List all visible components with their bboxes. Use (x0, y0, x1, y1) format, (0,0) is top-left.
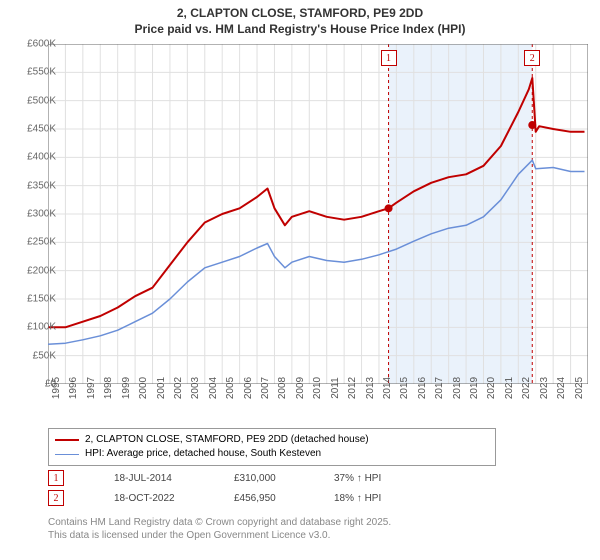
y-tick-label: £500K (27, 95, 56, 106)
x-tick-label: 1996 (68, 377, 79, 399)
transactions-table: 1 18-JUL-2014 £310,000 37% ↑ HPI 2 18-OC… (48, 468, 434, 508)
x-tick-label: 2000 (138, 377, 149, 399)
x-tick-label: 2001 (156, 377, 167, 399)
transaction-hpi: 37% ↑ HPI (334, 473, 434, 484)
x-tick-label: 2024 (556, 377, 567, 399)
chart-marker-badge: 1 (381, 50, 397, 66)
x-tick-label: 2021 (504, 377, 515, 399)
x-tick-label: 2009 (295, 377, 306, 399)
x-tick-label: 1997 (86, 377, 97, 399)
title-line2: Price paid vs. HM Land Registry's House … (0, 22, 600, 36)
x-tick-label: 2007 (260, 377, 271, 399)
x-tick-label: 2013 (365, 377, 376, 399)
transaction-price: £310,000 (234, 473, 334, 484)
x-tick-label: 2025 (574, 377, 585, 399)
legend-label: 2, CLAPTON CLOSE, STAMFORD, PE9 2DD (det… (85, 433, 369, 447)
transaction-row: 1 18-JUL-2014 £310,000 37% ↑ HPI (48, 468, 434, 488)
x-tick-label: 2010 (312, 377, 323, 399)
y-tick-label: £50K (33, 350, 56, 361)
y-tick-label: £300K (27, 209, 56, 220)
y-tick-label: £450K (27, 124, 56, 135)
badge-number: 2 (54, 493, 59, 504)
x-tick-label: 2002 (173, 377, 184, 399)
legend-swatch (55, 439, 79, 441)
x-tick-label: 2008 (277, 377, 288, 399)
x-tick-label: 2004 (208, 377, 219, 399)
chart-svg (48, 44, 588, 384)
y-tick-label: £250K (27, 237, 56, 248)
y-tick-label: £550K (27, 67, 56, 78)
x-tick-label: 1999 (121, 377, 132, 399)
footer-line2: This data is licensed under the Open Gov… (48, 529, 391, 542)
y-tick-label: £100K (27, 322, 56, 333)
x-tick-label: 2018 (452, 377, 463, 399)
title-block: 2, CLAPTON CLOSE, STAMFORD, PE9 2DD Pric… (0, 0, 600, 36)
chart-container: 2, CLAPTON CLOSE, STAMFORD, PE9 2DD Pric… (0, 0, 600, 560)
legend-label: HPI: Average price, detached house, Sout… (85, 447, 321, 461)
transaction-price: £456,950 (234, 493, 334, 504)
legend-item: HPI: Average price, detached house, Sout… (55, 447, 489, 461)
x-tick-label: 2005 (225, 377, 236, 399)
footer-line1: Contains HM Land Registry data © Crown c… (48, 516, 391, 529)
badge-number: 1 (54, 473, 59, 484)
y-tick-label: £400K (27, 152, 56, 163)
transaction-badge: 2 (48, 490, 64, 506)
x-tick-label: 2006 (243, 377, 254, 399)
plot-area (48, 44, 588, 384)
x-tick-label: 2019 (469, 377, 480, 399)
x-tick-label: 2022 (521, 377, 532, 399)
y-tick-label: £200K (27, 265, 56, 276)
footer-attribution: Contains HM Land Registry data © Crown c… (48, 516, 391, 542)
transaction-date: 18-JUL-2014 (114, 473, 234, 484)
x-tick-label: 2017 (434, 377, 445, 399)
transaction-hpi: 18% ↑ HPI (334, 493, 434, 504)
x-tick-label: 2012 (347, 377, 358, 399)
title-line1: 2, CLAPTON CLOSE, STAMFORD, PE9 2DD (0, 6, 600, 20)
x-tick-label: 2020 (486, 377, 497, 399)
x-tick-label: 1995 (51, 377, 62, 399)
transaction-date: 18-OCT-2022 (114, 493, 234, 504)
x-tick-label: 1998 (103, 377, 114, 399)
x-tick-label: 2014 (382, 377, 393, 399)
y-tick-label: £350K (27, 180, 56, 191)
transaction-row: 2 18-OCT-2022 £456,950 18% ↑ HPI (48, 488, 434, 508)
transaction-badge: 1 (48, 470, 64, 486)
x-tick-label: 2003 (190, 377, 201, 399)
x-tick-label: 2015 (399, 377, 410, 399)
x-tick-label: 2016 (417, 377, 428, 399)
chart-marker-badge: 2 (524, 50, 540, 66)
x-tick-label: 2023 (539, 377, 550, 399)
y-tick-label: £600K (27, 39, 56, 50)
legend-item: 2, CLAPTON CLOSE, STAMFORD, PE9 2DD (det… (55, 433, 489, 447)
x-tick-label: 2011 (330, 377, 341, 399)
y-tick-label: £150K (27, 294, 56, 305)
legend-swatch (55, 454, 79, 455)
legend: 2, CLAPTON CLOSE, STAMFORD, PE9 2DD (det… (48, 428, 496, 466)
